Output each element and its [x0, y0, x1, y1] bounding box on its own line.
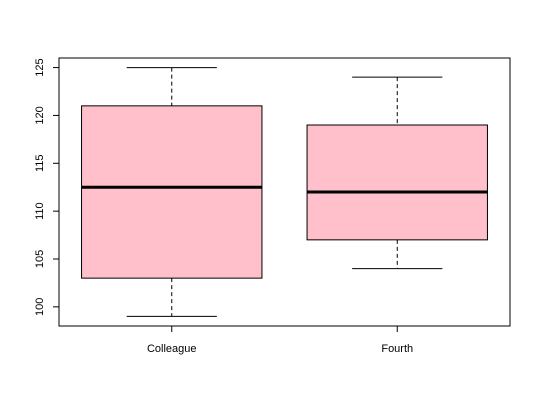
iqr-box	[81, 105, 263, 279]
y-tick-label: 100	[34, 298, 46, 316]
y-tick-label: 110	[34, 202, 46, 220]
box-series	[81, 67, 488, 317]
y-tick-label: 115	[34, 155, 46, 173]
box-colleague	[81, 67, 263, 317]
box-fourth	[306, 76, 488, 270]
y-tick-label: 125	[34, 58, 46, 76]
x-tick-label: Fourth	[381, 343, 413, 355]
x-axis: Colleague Fourth	[147, 326, 413, 355]
y-tick-label: 120	[34, 106, 46, 124]
y-axis: 100 105 110 115 120 125	[34, 58, 59, 316]
plot-frame	[58, 57, 511, 327]
y-tick-label: 105	[34, 250, 46, 268]
iqr-box	[306, 124, 488, 241]
x-tick-label: Colleague	[147, 343, 197, 355]
